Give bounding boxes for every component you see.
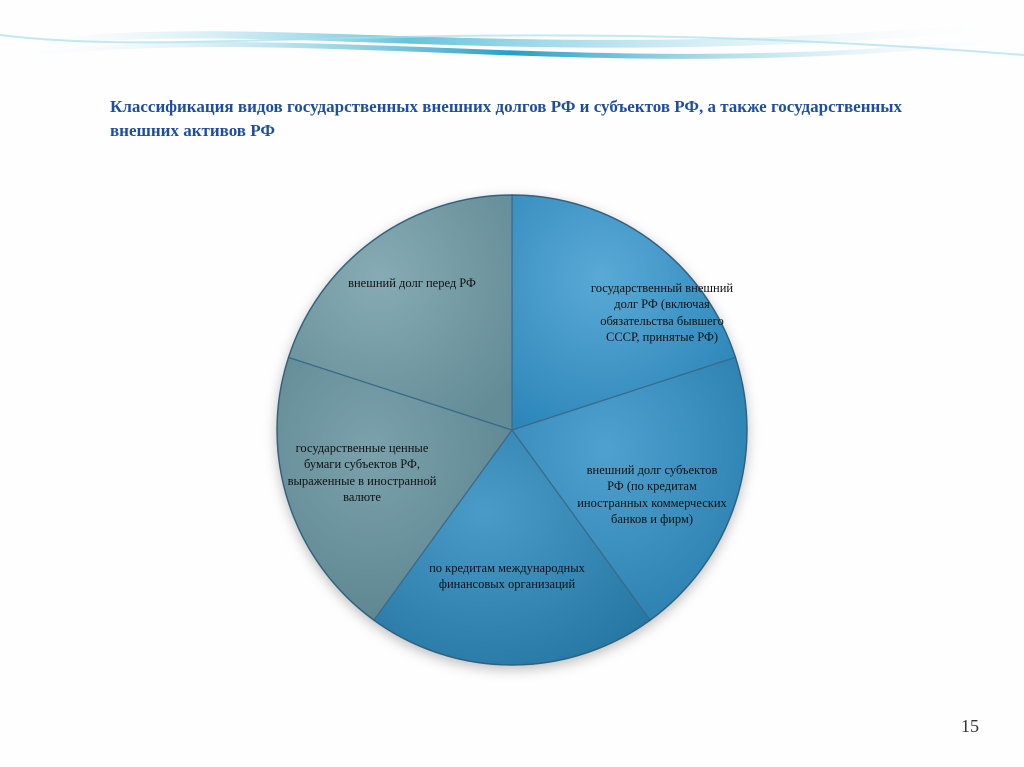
slide-title: Классификация видов государственных внеш… — [110, 95, 914, 143]
pie-chart: государственный внешний долг РФ (включая… — [262, 180, 762, 680]
page-number: 15 — [961, 716, 979, 737]
wave-header — [0, 0, 1024, 100]
